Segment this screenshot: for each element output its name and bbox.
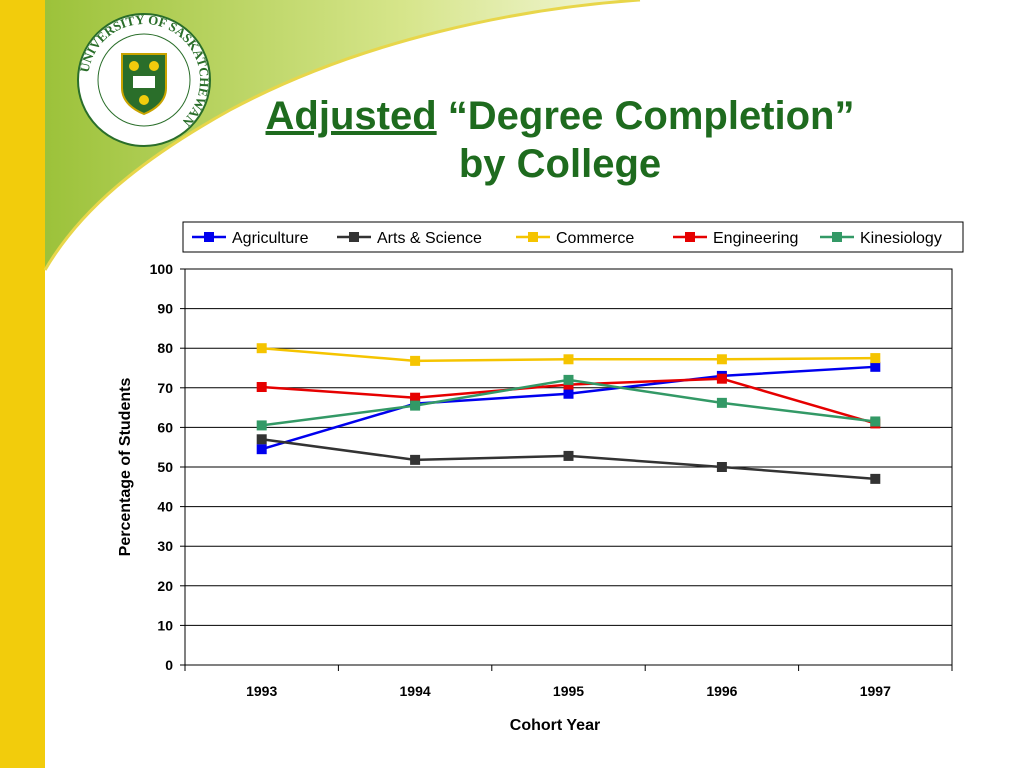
legend-marker-arts-science xyxy=(349,232,359,242)
y-tick-label: 70 xyxy=(157,380,173,396)
data-point-engineering xyxy=(716,373,727,384)
y-tick-label: 80 xyxy=(157,340,173,356)
y-tick-label: 0 xyxy=(165,657,173,673)
data-point-agriculture xyxy=(256,444,267,455)
y-tick-label: 30 xyxy=(157,538,173,554)
x-tick-label: 1995 xyxy=(553,683,584,699)
data-point-commerce xyxy=(870,353,881,364)
slide-title: Adjusted “Degree Completion” by College xyxy=(200,92,920,188)
left-yellow-bar xyxy=(0,0,45,768)
data-point-kinesiology xyxy=(410,400,421,411)
y-tick-label: 90 xyxy=(157,301,173,317)
data-point-agriculture xyxy=(563,388,574,399)
y-tick-label: 40 xyxy=(157,499,173,515)
x-tick-label: 1994 xyxy=(400,683,431,699)
data-point-arts-science xyxy=(716,462,727,472)
legend-label-engineering: Engineering xyxy=(713,230,798,247)
title-underlined-word: Adjusted xyxy=(265,94,437,138)
green-swoosh-edge xyxy=(43,0,641,271)
legend-marker-engineering xyxy=(685,232,695,242)
legend-marker-kinesiology xyxy=(832,232,842,242)
x-tick-label: 1993 xyxy=(246,683,277,699)
y-tick-label: 60 xyxy=(157,419,173,435)
data-point-commerce xyxy=(256,343,267,354)
data-point-arts-science xyxy=(563,450,574,461)
legend-label-arts-science: Arts & Science xyxy=(377,230,482,247)
title-line-2: by College xyxy=(458,142,662,186)
x-tick-label: 1996 xyxy=(706,683,737,699)
data-point-commerce xyxy=(563,354,574,365)
legend-label-agriculture: Agriculture xyxy=(232,230,309,247)
y-tick-label: 100 xyxy=(150,261,174,277)
data-point-arts-science xyxy=(870,473,881,484)
data-point-commerce xyxy=(410,355,421,366)
x-tick-label: 1997 xyxy=(860,683,891,699)
legend-marker-commerce xyxy=(528,232,538,242)
x-axis-title: Cohort Year xyxy=(510,717,600,734)
title-rest: “Degree Completion” xyxy=(447,94,855,138)
y-tick-label: 50 xyxy=(157,459,173,475)
legend-marker-agriculture xyxy=(204,232,214,242)
y-axis-title: Percentage of Students xyxy=(117,378,134,557)
data-point-kinesiology xyxy=(716,397,727,408)
data-point-commerce xyxy=(716,354,727,365)
data-point-arts-science xyxy=(256,434,267,445)
data-point-arts-science xyxy=(410,454,421,465)
legend-label-commerce: Commerce xyxy=(556,230,634,247)
y-tick-label: 20 xyxy=(157,578,173,594)
university-crest-icon: UNIVERSITY OF SASKATCHEWAN xyxy=(77,12,212,147)
data-point-engineering xyxy=(256,382,267,393)
data-point-kinesiology xyxy=(563,374,574,385)
data-point-engineering xyxy=(410,392,421,403)
data-point-agriculture xyxy=(870,361,881,372)
data-point-kinesiology xyxy=(256,420,267,431)
legend-label-kinesiology: Kinesiology xyxy=(860,230,942,247)
y-tick-label: 10 xyxy=(157,617,173,633)
data-point-kinesiology xyxy=(870,416,881,427)
